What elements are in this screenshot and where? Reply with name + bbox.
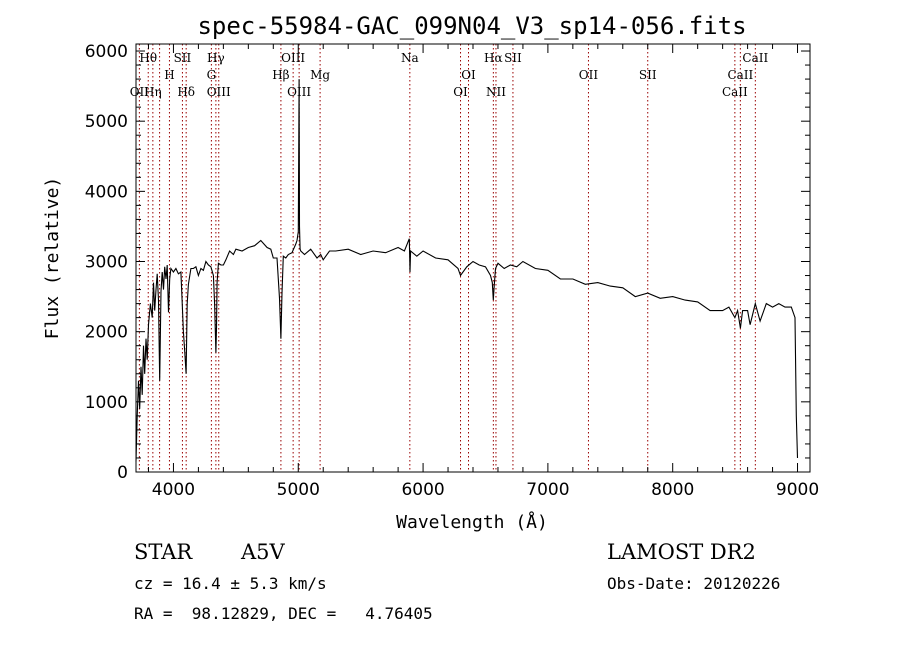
line-label: G bbox=[207, 68, 217, 82]
spectrum-line bbox=[135, 79, 799, 462]
line-labels: HθOIIHηHSIIHδHγGOIIIOIIIHβOIIIMgNaOIOIHα… bbox=[130, 51, 769, 99]
observation-date: Obs-Date: 20120226 bbox=[607, 574, 781, 593]
y-axis-label: Flux (relative) bbox=[42, 177, 63, 340]
survey-name: LAMOST DR2 bbox=[607, 540, 756, 564]
line-label: OI bbox=[461, 68, 476, 82]
line-label: SII bbox=[174, 51, 192, 65]
line-label: OII bbox=[130, 85, 150, 99]
line-label: SII bbox=[639, 68, 657, 82]
line-label: CaII bbox=[742, 51, 768, 65]
line-label: Na bbox=[401, 51, 419, 65]
line-label: Hη bbox=[144, 85, 162, 99]
object-type: STAR bbox=[134, 540, 193, 564]
line-label: H bbox=[164, 68, 174, 82]
y-tick-label: 1000 bbox=[85, 393, 128, 413]
line-label: Hγ bbox=[207, 51, 225, 65]
line-label: Hθ bbox=[139, 51, 157, 65]
line-label: Hβ bbox=[272, 68, 289, 82]
x-tick-label: 8000 bbox=[651, 480, 694, 500]
redshift-value: cz = 16.4 ± 5.3 km/s bbox=[134, 574, 327, 593]
line-markers bbox=[138, 44, 756, 472]
line-label: OIII bbox=[281, 51, 305, 65]
spectral-subclass: A5V bbox=[241, 540, 285, 564]
y-tick-label: 0 bbox=[117, 463, 128, 483]
line-label: CaII bbox=[727, 68, 753, 82]
plot-frame bbox=[135, 43, 811, 473]
y-tick-label: 4000 bbox=[85, 182, 128, 202]
line-label: NII bbox=[486, 85, 506, 99]
line-label: CaII bbox=[722, 85, 748, 99]
line-label: Hδ bbox=[177, 85, 195, 99]
line-label: Mg bbox=[310, 68, 330, 82]
chart-title: spec-55984-GAC_099N04_V3_sp14-056.fits bbox=[197, 12, 746, 40]
line-label: Hα bbox=[484, 51, 503, 65]
y-tick-label: 6000 bbox=[85, 42, 128, 62]
x-axis: 4000 5000 6000 7000 8000 9000 bbox=[147, 44, 819, 500]
line-label: OI bbox=[453, 85, 468, 99]
x-tick-label: 7000 bbox=[526, 480, 569, 500]
line-label: OIII bbox=[207, 85, 231, 99]
x-tick-label: 9000 bbox=[776, 480, 819, 500]
x-tick-label: 6000 bbox=[401, 480, 444, 500]
y-tick-label: 3000 bbox=[85, 253, 128, 273]
y-axis: 0 1000 2000 3000 4000 5000 6000 bbox=[85, 42, 810, 483]
line-label: SII bbox=[504, 51, 522, 65]
line-label: OII bbox=[579, 68, 599, 82]
x-axis-label: Wavelength (Å) bbox=[396, 511, 548, 533]
coordinates: RA = 98.12829, DEC = 4.76405 bbox=[134, 604, 433, 623]
x-tick-label: 4000 bbox=[152, 480, 195, 500]
y-tick-label: 2000 bbox=[85, 323, 128, 343]
x-tick-label: 5000 bbox=[277, 480, 320, 500]
y-tick-label: 5000 bbox=[85, 112, 128, 132]
